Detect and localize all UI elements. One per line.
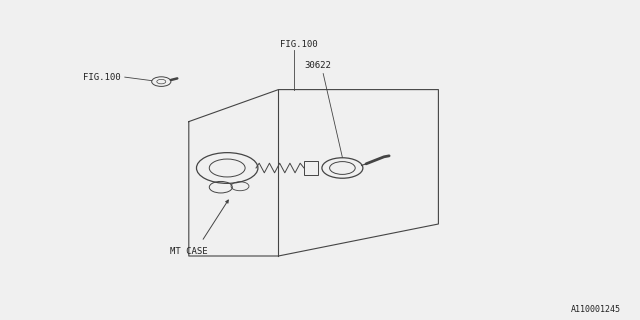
- Text: FIG.100: FIG.100: [83, 73, 121, 82]
- Text: FIG.100: FIG.100: [280, 40, 318, 49]
- Bar: [304, 161, 318, 175]
- Text: A110001245: A110001245: [571, 305, 621, 314]
- Text: 30622: 30622: [304, 61, 331, 70]
- Text: MT CASE: MT CASE: [170, 247, 207, 256]
